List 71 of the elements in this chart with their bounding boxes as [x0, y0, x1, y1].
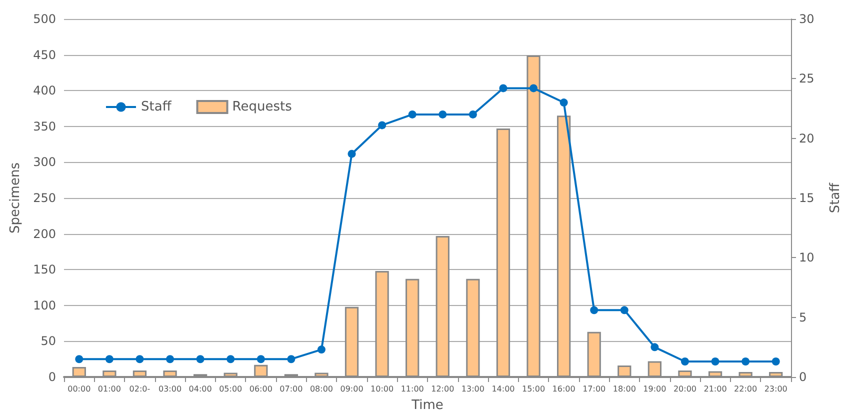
point: [680, 357, 689, 366]
x-tick-label: 02:0-: [129, 384, 150, 394]
y-tick-label: 50: [40, 334, 56, 348]
x-tick-label: 14:00: [492, 384, 515, 394]
x-tick-label: 17:00: [582, 384, 606, 394]
point: [75, 355, 84, 364]
point: [620, 306, 628, 314]
x-tick-label: 04:00: [188, 384, 212, 394]
y2-tick-label: 25: [799, 72, 814, 86]
point: [196, 355, 204, 364]
x-tick-label: 18:00: [612, 384, 636, 394]
x-tick-label: 19:00: [643, 384, 666, 394]
y-axis-title: Specimens: [8, 162, 24, 234]
y2-tick-label: 15: [799, 191, 814, 205]
x-tick-label: 15:00: [522, 384, 546, 394]
y-tick-label: 400: [33, 84, 56, 98]
y-tick-label: 500: [33, 12, 56, 26]
y2-tick-label: 30: [799, 12, 814, 26]
point: [317, 346, 326, 354]
legend-label: Requests: [232, 100, 292, 114]
point: [650, 343, 659, 352]
x-tick-label: 11:00: [400, 384, 424, 394]
y2-tick-label: 10: [799, 250, 814, 265]
y-tick-label: 350: [33, 119, 56, 134]
point: [287, 355, 296, 364]
point: [468, 110, 477, 118]
legend-label: Staff: [141, 100, 172, 114]
x-tick-label: 03:00: [158, 384, 182, 394]
y-tick-label: 100: [33, 298, 56, 312]
y2-tick-label: 5: [799, 310, 807, 324]
point: [166, 355, 174, 364]
point: [711, 357, 720, 366]
point: [560, 98, 568, 107]
y-tick-label: 200: [33, 226, 56, 241]
x-tick-label: 08:00: [310, 384, 334, 394]
y-tick-label: 250: [33, 191, 56, 205]
point: [226, 355, 235, 364]
point: [256, 355, 265, 364]
x-tick-label: 12:00: [431, 384, 454, 394]
point: [408, 110, 416, 118]
point: [772, 357, 780, 366]
x-tick-label: 16:00: [552, 384, 576, 394]
x-tick-label: 07:00: [280, 384, 303, 394]
point: [530, 84, 538, 92]
y2-tick-label: 0: [799, 370, 807, 384]
y-tick-label: 450: [33, 48, 56, 62]
point: [590, 306, 598, 314]
y-tick-label: 150: [33, 262, 56, 277]
point: [348, 150, 356, 158]
x-tick-label: 20:00: [673, 384, 697, 394]
x-tick-label: 23:00: [764, 384, 788, 394]
point: [499, 84, 508, 92]
x-tick-label: 05:00: [219, 384, 242, 394]
x-tick-label: 01:00: [98, 384, 121, 394]
x-tick-label: 13:00: [461, 384, 484, 394]
point: [742, 357, 750, 366]
x-axis-title: Time: [410, 398, 444, 413]
point: [438, 110, 447, 118]
x-tick-label: 21:00: [704, 384, 727, 394]
x-tick-label: 06:00: [249, 384, 272, 394]
x-tick-label: 00:00: [68, 384, 91, 394]
x-tick-label: 09:00: [340, 384, 364, 394]
y2-axis-title: Staff: [828, 182, 843, 214]
x-tick-label: 10:00: [370, 384, 394, 394]
y2-tick-label: 20: [799, 131, 814, 146]
x-tick-label: 22:00: [734, 384, 758, 394]
y-tick-label: 0: [48, 370, 56, 384]
point: [136, 355, 144, 364]
y-tick-label: 300: [33, 155, 56, 170]
point: [378, 121, 386, 130]
point: [105, 355, 114, 364]
